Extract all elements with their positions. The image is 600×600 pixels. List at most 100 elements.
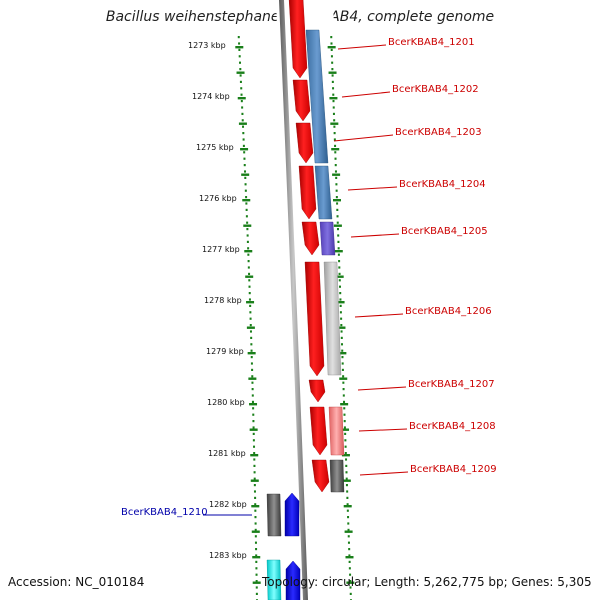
leader-line [357, 386, 407, 391]
axis-dot [238, 42, 241, 45]
axis-dot [254, 535, 257, 538]
axis-dot [241, 119, 244, 122]
axis-dot [341, 362, 344, 365]
gene-label[interactable]: BcerKBAB4_1209 [410, 464, 497, 475]
leader-line [341, 91, 391, 98]
axis-dot [347, 516, 350, 519]
axis-dot [346, 503, 349, 506]
tick-mark [345, 556, 354, 559]
axis-dot [332, 93, 335, 96]
axis-dot [336, 202, 339, 205]
axis-dot [338, 279, 341, 282]
axis-dot [333, 132, 336, 135]
axis-dot [339, 311, 342, 314]
axis-dot [332, 106, 335, 109]
axis-dot [242, 132, 245, 135]
axis-dot [252, 420, 255, 423]
axis-dot [247, 260, 250, 263]
tick-mark [242, 199, 251, 202]
axis-dot [240, 100, 243, 103]
gene-label[interactable]: BcerKBAB4_1206 [405, 306, 492, 317]
gene-label[interactable]: BcerKBAB4_1201 [388, 37, 475, 48]
tick-mark [250, 479, 259, 482]
gene-arrow-forward [309, 406, 328, 456]
leader-line [333, 134, 394, 142]
axis-dot [239, 68, 242, 71]
axis-dot [335, 196, 338, 199]
axis-dot [336, 228, 339, 231]
axis-dot [333, 119, 336, 122]
axis-dot [347, 528, 350, 531]
axis-dot [343, 407, 346, 410]
axis-dot [245, 196, 248, 199]
axis-dot [339, 304, 342, 307]
axis-dot [248, 298, 251, 301]
axis-dot [251, 375, 254, 378]
gene-label[interactable]: BcerKBAB4_1203 [395, 127, 482, 138]
axis-dot [331, 80, 334, 83]
axis-dot [247, 247, 250, 250]
axis-dot [344, 432, 347, 435]
axis-dot [252, 413, 255, 416]
gene-label[interactable]: BcerKBAB4_1204 [399, 179, 486, 190]
axis-dot [239, 61, 242, 64]
tick-mark [341, 428, 350, 431]
tick-mark [333, 199, 341, 202]
axis-dot [249, 304, 252, 307]
axis-dot [349, 586, 352, 589]
gene-label[interactable]: BcerKBAB4_1210 [121, 507, 208, 518]
axis-dot [252, 439, 255, 442]
axis-dot [341, 356, 344, 359]
tick-mark [333, 224, 342, 227]
genome-summary-text: Topology: circular; Length: 5,262,775 bp… [262, 575, 592, 589]
axis-dot [255, 560, 258, 563]
axis-dot [331, 68, 334, 71]
axis-dot [336, 208, 339, 211]
axis-dot [238, 55, 241, 58]
tick-label: 1279 kbp [206, 347, 244, 356]
axis-dot [249, 330, 252, 333]
axis-dot [345, 458, 348, 461]
gene-arrow-forward [311, 459, 330, 493]
axis-dot [338, 266, 341, 269]
tick-mark [339, 377, 348, 380]
tick-mark [338, 352, 347, 355]
tick-mark [343, 505, 352, 508]
leader-line [337, 44, 387, 50]
axis-dot [349, 592, 352, 595]
gene-label[interactable]: BcerKBAB4_1202 [392, 84, 479, 95]
axis-dot [334, 157, 337, 160]
axis-dot [246, 240, 249, 243]
leader-line [358, 428, 408, 432]
axis-dot [337, 253, 340, 256]
axis-dot [342, 388, 345, 391]
axis-dot [254, 522, 257, 525]
axis-dot [243, 164, 246, 167]
gene-arrow-forward [304, 261, 325, 377]
axis-dot [242, 125, 245, 128]
tick-mark [247, 352, 256, 355]
axis-dot [241, 112, 244, 115]
gene-label[interactable]: BcerKBAB4_1205 [401, 226, 488, 237]
axis-dot [330, 48, 333, 51]
axis-dot [337, 240, 340, 243]
tick-label: 1283 kbp [209, 551, 247, 560]
axis-dot [250, 362, 253, 365]
tick-mark [243, 224, 252, 227]
axis-dot [250, 349, 253, 352]
axis-dot [346, 496, 349, 499]
axis-dot [254, 541, 257, 544]
axis-dot [345, 471, 348, 474]
axis-dot [347, 541, 350, 544]
gene-block [328, 406, 345, 456]
gene-label[interactable]: BcerKBAB4_1207 [408, 379, 495, 390]
axis-dot [340, 324, 343, 327]
gene-arrows [266, 0, 345, 600]
axis-dot [240, 93, 243, 96]
axis-dot [334, 164, 337, 167]
axis-dot [331, 74, 334, 77]
axis-dot [332, 87, 335, 90]
gene-label[interactable]: BcerKBAB4_1208 [409, 421, 496, 432]
tick-mark [330, 122, 339, 125]
axis-dot [247, 253, 250, 256]
